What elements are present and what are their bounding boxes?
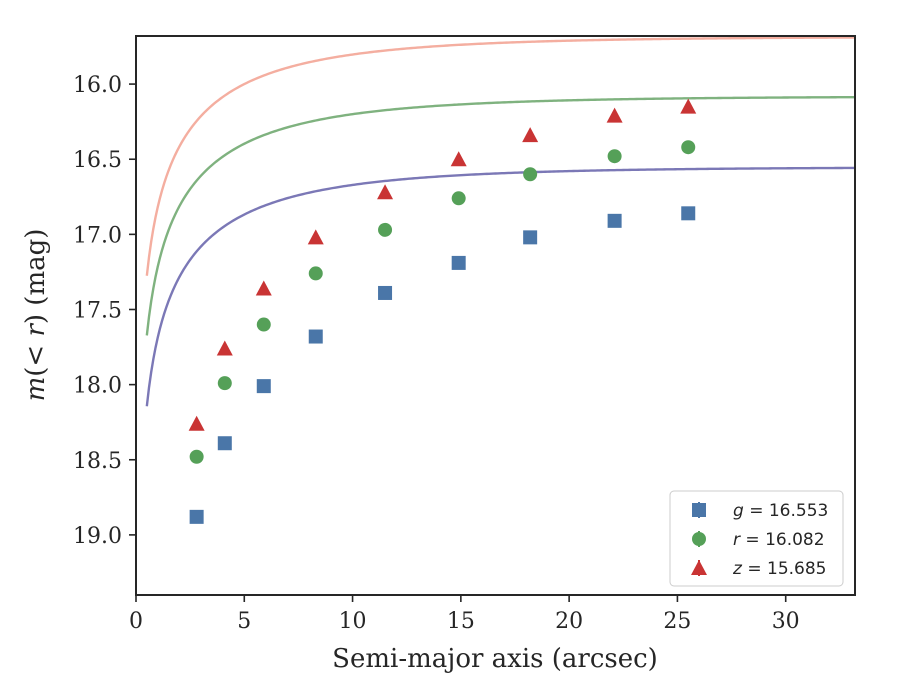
legend-r-value: 16.082 [765,530,824,550]
data-point-r-5 [378,222,393,237]
x-tick-label-20: 20 [555,609,583,634]
legend-g-band: g [733,501,744,521]
y-axis-title-open-paren: ( [21,367,51,377]
legend-r-equals: = [740,530,765,550]
y-tick-label-18.0: 18.0 [73,374,122,399]
legend-r-label: r = 16.082 [733,530,825,550]
legend-z-triangle-marker [691,560,707,575]
fit-curves [145,36,855,407]
data-point-r-8 [607,149,622,164]
x-tick-label-0: 0 [129,609,143,634]
data-point-z-5 [377,184,394,200]
data-point-g-7 [523,230,538,245]
data-point-r-6 [451,191,466,206]
data-point-r-3 [256,317,271,332]
y-axis-title-close-paren: ) [21,314,51,324]
data-point-r-2 [217,376,232,391]
x-tick-label-10: 10 [339,609,367,634]
fit-curve-r [145,95,855,336]
legend-z-equals: = [742,559,767,579]
legend-entry-g: g = 16.553 [692,501,828,521]
data-point-z-4 [307,229,324,245]
data-point-z-2 [216,340,233,356]
y-tick-label-18.5: 18.5 [73,449,122,474]
y-axis: 16.0 16.5 17.0 17.5 18.0 18.5 19.0 [73,73,136,549]
data-point-z-3 [255,280,272,296]
legend-g-equals: = [744,501,769,521]
data-point-g-5 [378,285,393,300]
data-point-r-7 [523,167,538,182]
data-point-r-9 [681,140,696,155]
x-axis-title: Semi-major axis (arcsec) [332,644,658,674]
legend-z-label: z = 15.685 [732,559,826,579]
data-point-g-2 [217,436,232,451]
data-point-r-4 [308,266,323,281]
data-point-z-8 [606,107,623,123]
data-point-g-4 [308,329,323,344]
y-axis-title-radius: < r [21,323,51,367]
x-tick-label-15: 15 [447,609,475,634]
plot-frame [135,35,856,596]
legend-box [669,490,844,587]
data-point-g-8 [607,213,622,228]
y-axis-title: m(< r) (mag) [21,229,51,402]
data-markers [188,98,697,524]
y-tick-label-17.5: 17.5 [73,298,122,323]
data-point-g-6 [451,255,466,270]
y-tick-label-16.5: 16.5 [73,148,122,173]
legend-g-label: g = 16.553 [733,501,828,521]
data-point-g-1 [189,509,204,524]
legend-g-value: 16.553 [769,501,828,521]
y-axis-title-symbol: m [21,377,51,402]
x-tick-label-30: 30 [772,609,800,634]
legend-entry-r: r = 16.082 [692,530,825,550]
legend: g = 16.553 r = 16.082 z = 15.685 [669,490,844,587]
legend-g-square-marker [692,503,706,517]
legend-entry-z: z = 15.685 [691,559,826,579]
data-point-z-9 [680,98,697,114]
y-axis-title-unit: (mag) [21,229,51,314]
legend-r-band: r [733,530,741,550]
x-tick-label-25: 25 [663,609,691,634]
y-tick-label-19.0: 19.0 [73,524,122,549]
legend-r-circle-marker [692,532,706,546]
legend-z-band: z [732,559,743,579]
data-point-g-3 [256,379,271,394]
fit-curve-z [145,36,855,276]
data-point-r-1 [189,449,204,464]
fit-curve-g [145,166,855,407]
data-point-z-7 [522,127,539,143]
data-point-z-6 [450,151,467,167]
data-point-z-1 [188,415,205,431]
x-axis: 0 5 10 15 20 25 30 [129,595,800,634]
x-tick-label-5: 5 [237,609,251,634]
y-tick-label-17.0: 17.0 [73,223,122,248]
legend-z-value: 15.685 [767,559,826,579]
data-point-g-9 [681,206,696,221]
y-tick-label-16.0: 16.0 [73,73,122,98]
